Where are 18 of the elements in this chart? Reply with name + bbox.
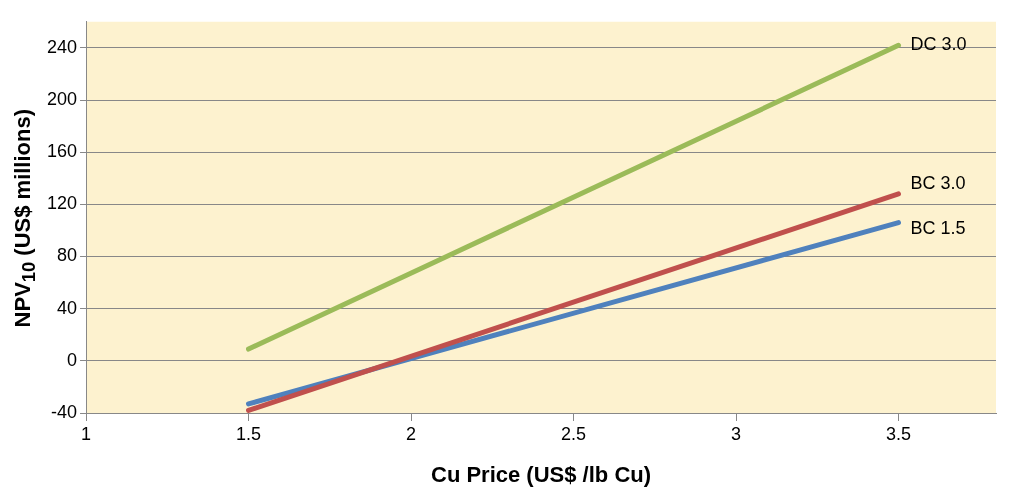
y-tick-label: 0 [67, 349, 78, 370]
x-tick-label: 1.5 [236, 423, 262, 444]
y-tick-label: 160 [46, 141, 78, 162]
x-tick-label: 2 [406, 423, 417, 444]
y-tick-label: 120 [46, 193, 78, 214]
series-label: BC 1.5 [910, 217, 966, 238]
y-tick-label: 40 [57, 297, 78, 318]
y-tick-label: 80 [57, 245, 78, 266]
y-tick-label: 240 [46, 36, 78, 57]
series-label: BC 3.0 [910, 172, 966, 193]
series-label: DC 3.0 [910, 34, 967, 55]
x-tick-label: 2.5 [561, 423, 587, 444]
y-tick-label: 200 [46, 89, 78, 110]
x-tick-label: 3.5 [885, 423, 912, 444]
y-tick-label: -40 [51, 401, 78, 422]
x-tick-label: 1 [81, 423, 92, 444]
x-tick-label: 3 [731, 423, 742, 444]
x-axis-title: Cu Price (US$ /lb Cu) [430, 461, 652, 487]
